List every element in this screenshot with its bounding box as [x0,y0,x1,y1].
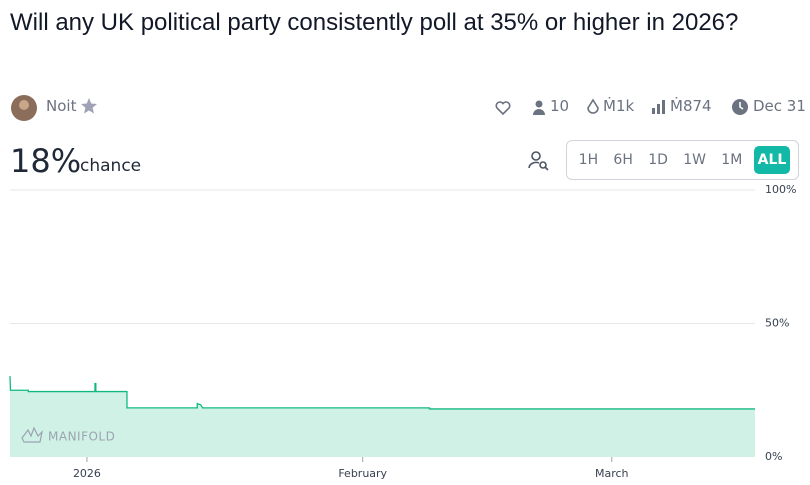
watermark-logo [21,426,43,443]
time-button[interactable]: 1M [721,152,743,168]
volume: Ṁ1k [603,97,635,115]
market-title: Will any UK political party consistently… [10,9,739,36]
line [9,376,755,410]
probability: 18% [10,142,82,180]
y-tick-label: 50% [765,317,789,330]
area [10,376,755,457]
x-tick-label: March [595,467,629,480]
like-icon[interactable] [494,99,512,117]
time-button[interactable]: 1H [578,152,599,168]
clock-icon [732,99,748,115]
volume-icon [652,100,665,114]
time-button[interactable]: 1D [648,152,668,168]
liquidity-icon [587,98,599,114]
time-button[interactable]: 1W [683,152,706,168]
avatar[interactable] [10,94,38,122]
y-tick-label: 100% [765,183,796,196]
liquidity: Ṁ874 [670,97,712,115]
time-button[interactable]: 6H [613,152,633,168]
x-tick-label: February [338,467,387,480]
author[interactable]: Noit [46,97,77,115]
close-date: Dec 31 [753,97,806,115]
y-tick-label: 0% [765,450,782,463]
time-button[interactable]: ALL [753,146,791,174]
watermark: MANIFOLD [48,430,115,444]
x-tick-label: 2026 [73,467,101,480]
probability-label: chance [80,156,142,176]
time-range: 1H 6H 1D 1W 1M ALL [566,140,799,180]
search-user-icon[interactable] [528,150,550,172]
star-icon [81,98,97,114]
traders-icon [533,100,545,115]
traders: 10 [550,97,570,115]
